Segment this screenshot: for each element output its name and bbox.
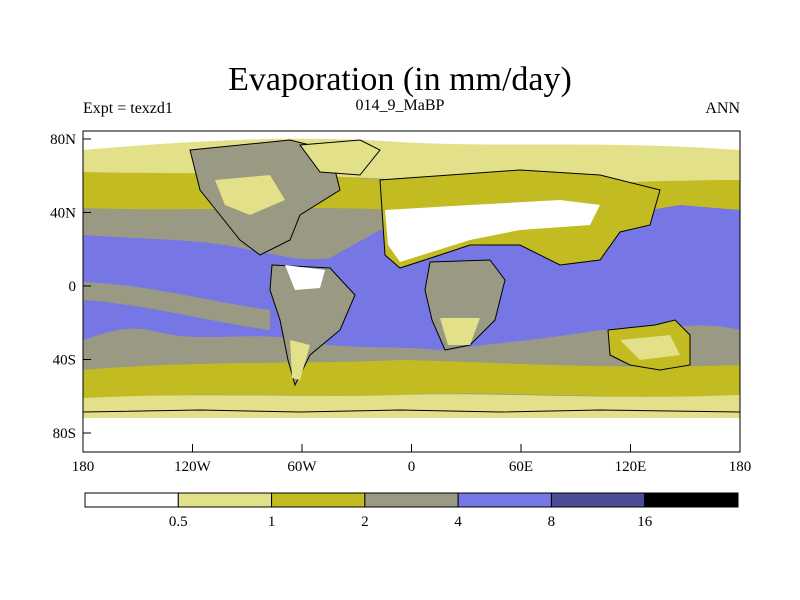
south-america-dry <box>285 265 325 290</box>
x-axis: 180 120W 60W 0 60E 120E 180 <box>72 444 752 475</box>
x-tick-label: 60W <box>287 459 317 475</box>
y-tick-label: 0 <box>69 279 77 295</box>
colorbar-label: 4 <box>454 514 462 530</box>
sahara-arabia-dry <box>385 200 600 262</box>
plot-title: Evaporation (in mm/day) <box>228 61 572 98</box>
y-tick-label: 40N <box>50 206 76 222</box>
y-tick-label: 40S <box>53 353 76 369</box>
north-america-dry <box>215 175 285 215</box>
x-tick-label: 180 <box>72 459 95 475</box>
band-south-pale <box>83 394 740 425</box>
equatorial-tongue <box>83 282 270 330</box>
x-tick-label: 120E <box>615 459 647 475</box>
colorbar-label: 0.5 <box>169 514 188 530</box>
x-tick-label: 60E <box>509 459 533 475</box>
africa-south-dry <box>440 318 480 345</box>
y-tick-label: 80N <box>50 132 76 148</box>
y-tick-label: 80S <box>53 426 76 442</box>
antarctica-coast <box>83 409 740 413</box>
x-tick-label: 120W <box>174 459 212 475</box>
y-axis: 80N 40N 0 40S 80S <box>50 132 91 442</box>
colorbar-label: 16 <box>637 514 653 530</box>
x-tick-label: 0 <box>408 459 416 475</box>
time-label: 014_9_MaBP <box>355 97 445 114</box>
south-america-south <box>290 340 310 380</box>
colorbar-swatch <box>177 492 273 508</box>
greenland-land <box>299 139 381 176</box>
colorbar-swatch <box>84 492 179 508</box>
colorbar-swatch <box>550 492 646 508</box>
band-south-olive <box>83 360 740 400</box>
experiment-label: Expt = texzd1 <box>83 100 173 117</box>
colorbar-swatch <box>457 492 552 508</box>
colorbar-label: 8 <box>548 514 556 530</box>
colorbar-swatch <box>364 492 459 508</box>
colorbar-swatch <box>271 492 366 508</box>
x-tick-label: 180 <box>729 459 752 475</box>
colorbar: 0.5 1 2 4 8 16 <box>84 492 739 530</box>
colorbar-label: 1 <box>268 514 276 530</box>
colorbar-label: 2 <box>361 514 369 530</box>
australia-dry <box>620 335 680 360</box>
colorbar-swatch <box>644 492 739 508</box>
season-label: ANN <box>705 100 740 117</box>
